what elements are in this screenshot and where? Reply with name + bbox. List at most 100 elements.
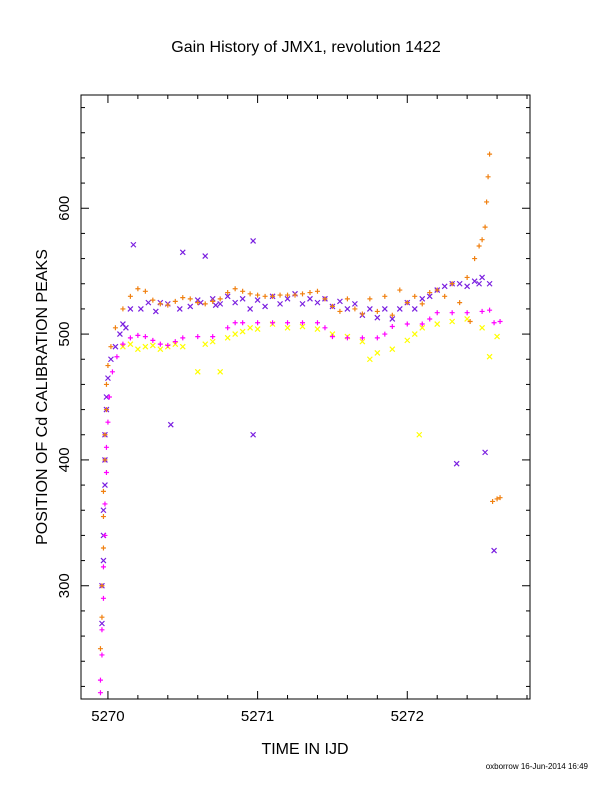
data-point-series-1 — [314, 299, 321, 306]
data-point-series-3 — [419, 301, 425, 307]
data-point-series-1 — [179, 249, 186, 256]
data-point-series-1 — [411, 305, 418, 312]
data-point-series-2 — [416, 431, 423, 438]
data-point-series-3 — [108, 344, 114, 350]
data-point-series-3 — [99, 614, 105, 620]
data-point-series-4 — [434, 310, 440, 316]
data-point-series-3 — [100, 488, 106, 494]
data-point-series-2 — [134, 346, 141, 353]
data-point-series-1 — [102, 482, 108, 489]
data-point-series-2 — [411, 331, 418, 338]
data-point-series-3 — [472, 256, 478, 262]
data-point-series-4 — [487, 307, 493, 313]
data-point-series-4 — [389, 324, 395, 330]
data-point-series-3 — [262, 293, 268, 299]
data-point-series-1 — [116, 331, 123, 338]
data-point-series-4 — [97, 690, 103, 696]
data-point-series-4 — [102, 501, 108, 507]
data-point-series-1 — [108, 356, 114, 363]
x-tick-label: 5270 — [91, 708, 124, 725]
data-point-series-1 — [381, 305, 388, 312]
data-point-series-4 — [135, 332, 141, 338]
data-point-series-3 — [103, 381, 109, 387]
data-point-series-1 — [103, 394, 110, 400]
data-point-series-1 — [419, 295, 426, 302]
data-point-series-1 — [476, 280, 483, 287]
data-point-series-2 — [374, 350, 381, 356]
data-point-series-2 — [254, 326, 261, 332]
data-point-series-4 — [427, 316, 433, 322]
y-tick-label: 400 — [56, 447, 73, 472]
data-point-series-4 — [99, 652, 105, 658]
data-point-series-3 — [484, 199, 490, 205]
data-point-series-1 — [99, 620, 105, 627]
data-point-series-2 — [389, 346, 396, 353]
data-point-series-4 — [255, 320, 261, 326]
data-point-series-4 — [150, 337, 156, 343]
data-point-series-1 — [197, 299, 204, 306]
data-point-series-1 — [262, 303, 269, 310]
data-point-series-1 — [471, 278, 478, 285]
data-point-series-3 — [142, 288, 148, 294]
data-point-series-4 — [225, 325, 231, 331]
data-point-series-2 — [299, 323, 306, 330]
y-tick-label: 600 — [56, 196, 73, 221]
data-point-series-2 — [494, 333, 500, 340]
data-point-series-2 — [157, 346, 164, 353]
footer-timestamp: oxborrow 16-Jun-2014 16:49 — [486, 762, 589, 771]
data-point-series-1 — [250, 431, 257, 438]
data-point-series-3 — [344, 296, 350, 302]
data-point-series-3 — [497, 495, 503, 501]
data-point-series-3 — [434, 287, 440, 293]
data-point-series-4 — [100, 564, 106, 570]
data-point-series-3 — [247, 291, 253, 297]
data-point-series-3 — [300, 291, 306, 297]
data-point-series-4 — [344, 335, 350, 341]
data-point-series-3 — [467, 319, 473, 324]
data-point-series-4 — [285, 320, 291, 326]
data-point-series-3 — [382, 293, 388, 299]
data-point-series-2 — [232, 331, 239, 338]
data-point-series-1 — [137, 305, 144, 312]
data-point-series-4 — [157, 341, 163, 347]
data-point-series-2 — [194, 368, 201, 375]
data-point-series-4 — [479, 308, 485, 314]
data-point-series-2 — [247, 324, 254, 331]
data-point-series-1 — [482, 449, 489, 456]
data-point-series-3 — [359, 311, 365, 317]
data-point-series-2 — [179, 343, 186, 350]
data-point-series-3 — [337, 308, 343, 314]
data-point-series-3 — [195, 300, 201, 306]
data-point-series-3 — [487, 151, 493, 157]
data-point-series-4 — [195, 334, 201, 340]
data-point-series-4 — [374, 335, 380, 341]
data-point-series-3 — [97, 646, 103, 652]
data-point-series-4 — [210, 334, 216, 340]
data-point-series-4 — [103, 444, 109, 450]
data-point-series-4 — [232, 320, 238, 326]
data-point-series-4 — [240, 320, 246, 326]
data-point-series-1 — [100, 507, 107, 514]
data-point-series-1 — [105, 375, 111, 382]
data-point-series-1 — [336, 298, 343, 305]
data-point-series-1 — [254, 297, 261, 304]
data-point-series-3 — [404, 300, 410, 306]
data-point-series-3 — [442, 293, 448, 299]
data-point-series-1 — [307, 295, 313, 302]
data-point-series-2 — [434, 321, 441, 327]
data-point-series-3 — [187, 296, 193, 302]
data-point-series-3 — [322, 296, 328, 302]
data-point-series-4 — [142, 334, 148, 340]
data-point-series-2 — [119, 343, 126, 350]
data-point-series-1 — [202, 253, 209, 259]
data-point-series-3 — [127, 293, 133, 299]
data-point-series-3 — [427, 290, 433, 296]
data-point-series-2 — [202, 341, 209, 348]
x-tick-label: 5271 — [241, 708, 274, 725]
data-point-series-1 — [224, 293, 231, 300]
data-point-series-4 — [464, 310, 470, 316]
data-point-series-1 — [130, 241, 137, 248]
data-point-series-1 — [491, 547, 498, 554]
data-point-series-1 — [486, 280, 493, 287]
